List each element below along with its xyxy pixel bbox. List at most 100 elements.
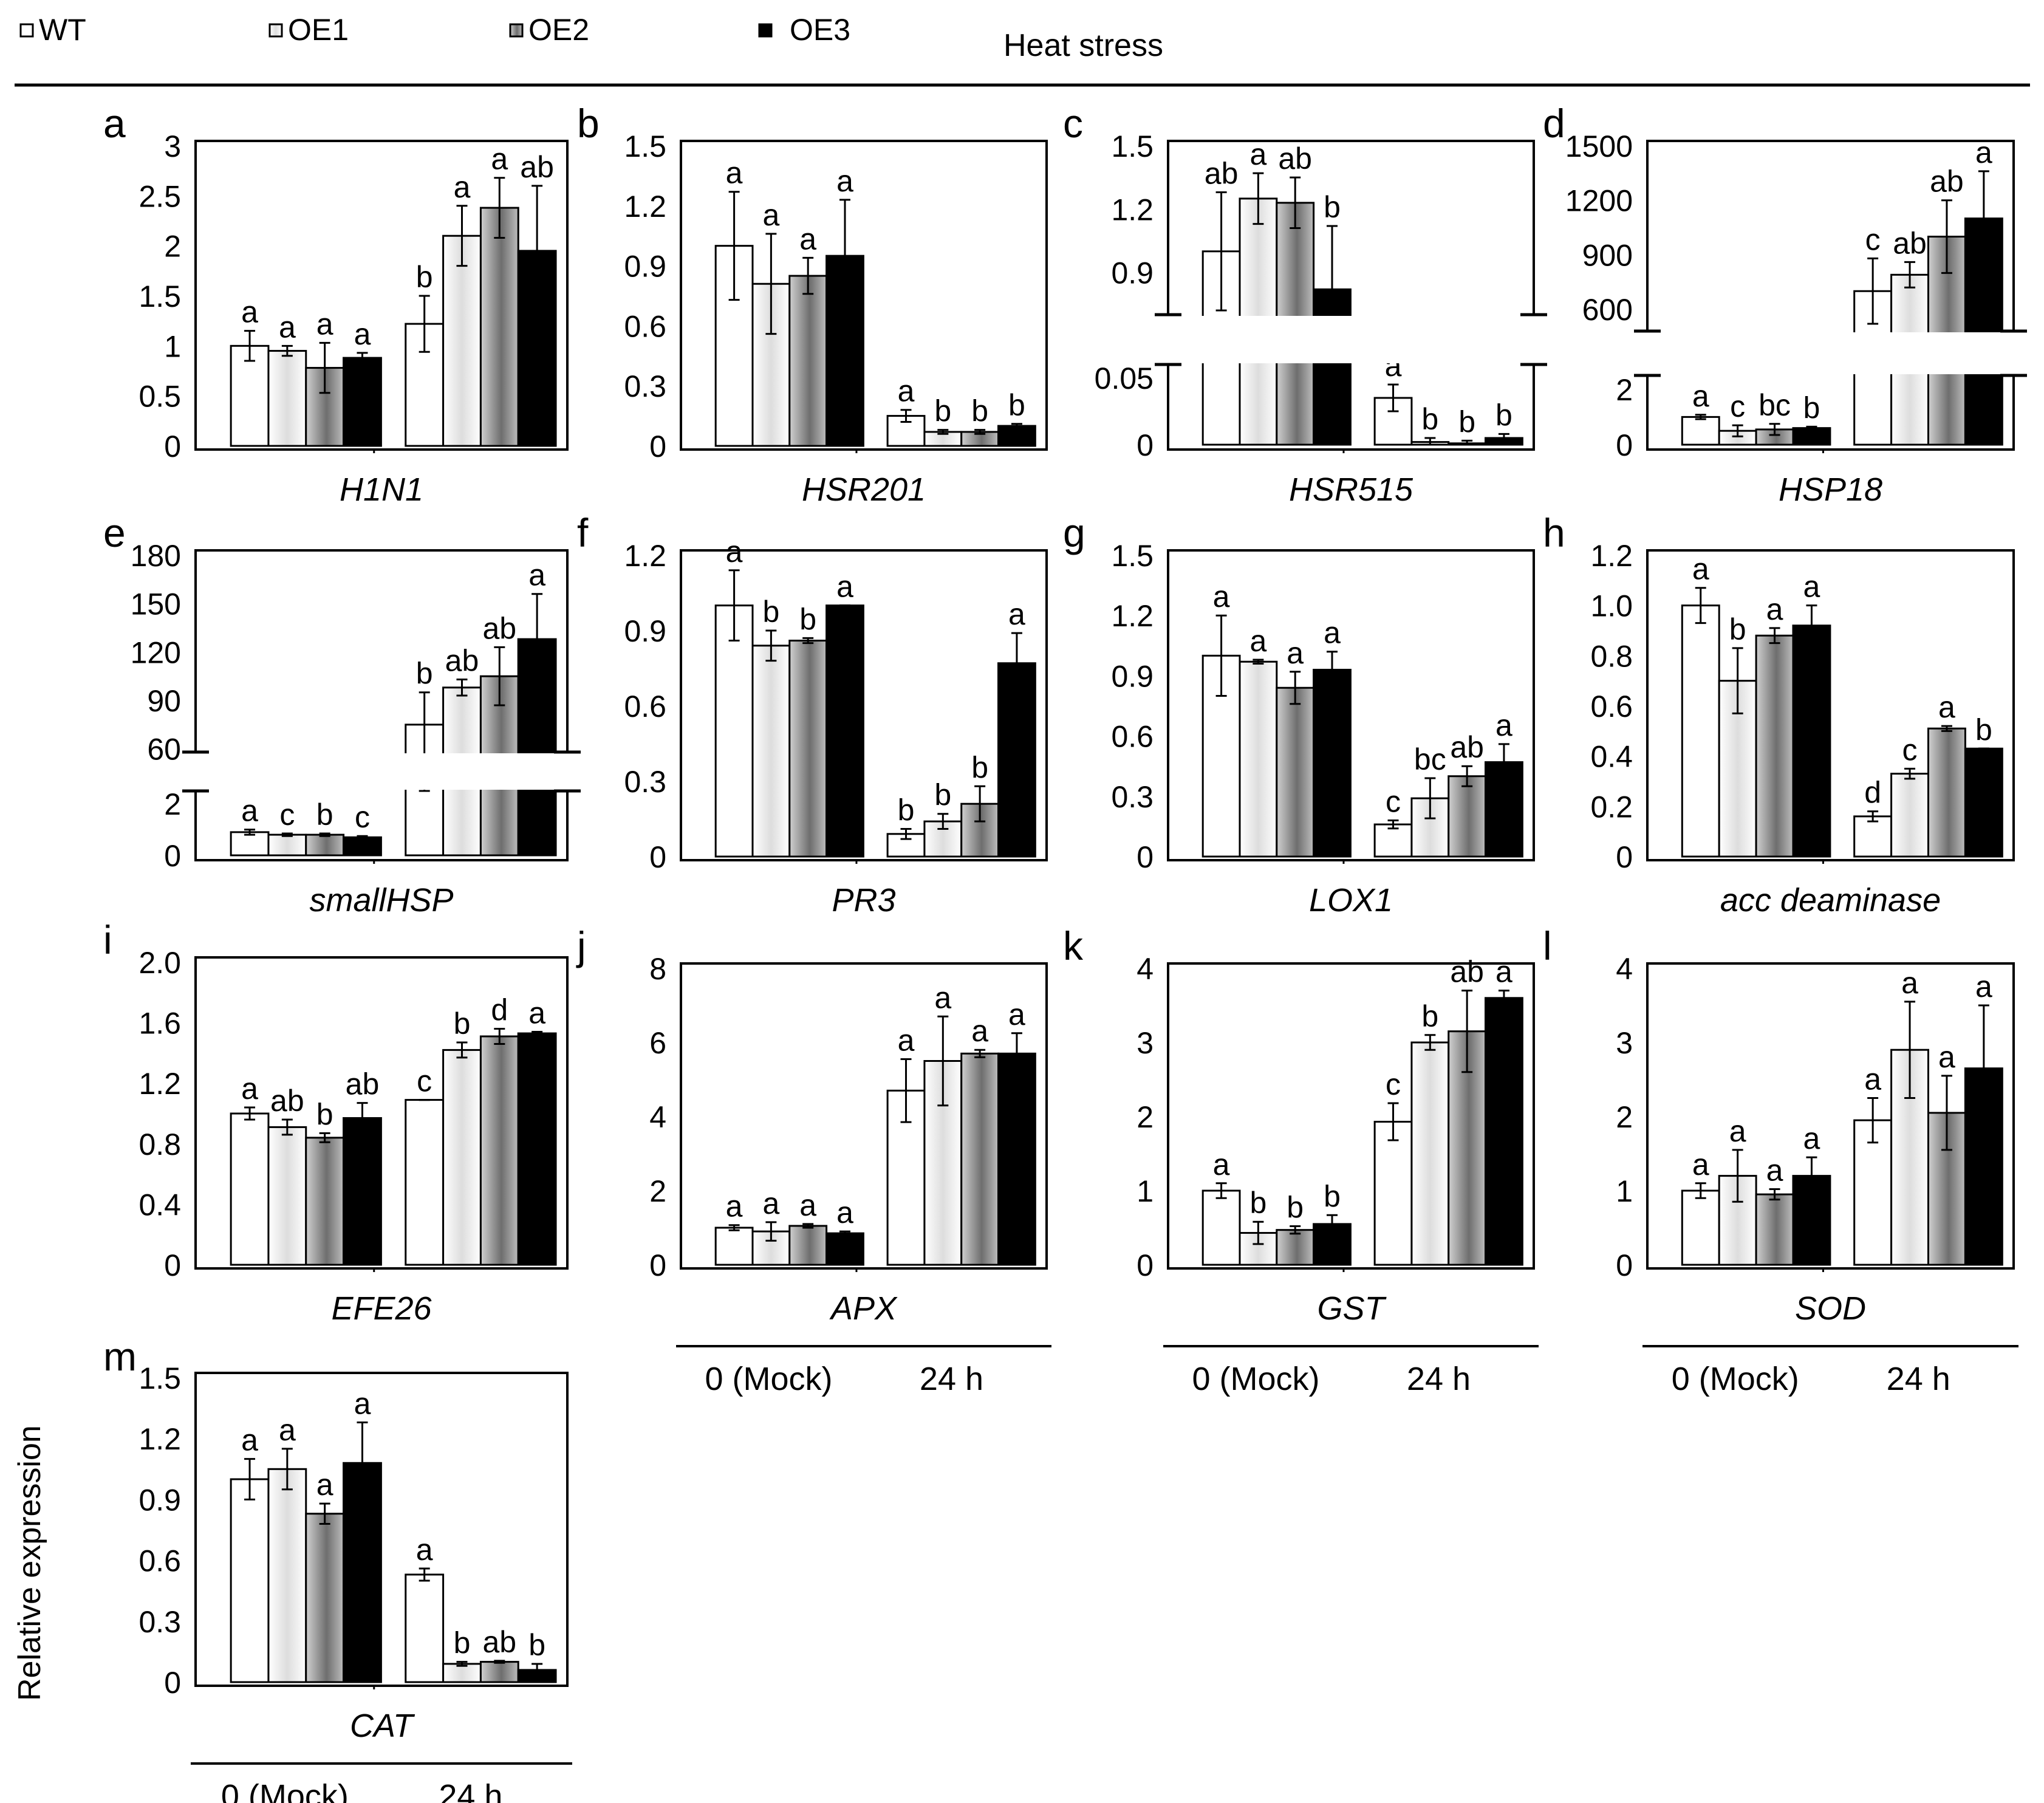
significance-letter: a — [1213, 580, 1230, 614]
error-bar — [456, 205, 468, 267]
error-bar — [494, 1028, 505, 1045]
error-bar — [1215, 191, 1227, 312]
legend: WT OE1 OE2 OE3 — [19, 13, 850, 47]
tick-label: 4 — [649, 1100, 666, 1134]
significance-letter: a — [316, 1468, 333, 1502]
error-bar — [1769, 1188, 1780, 1201]
significance-letter: d — [1864, 776, 1881, 810]
error-bar — [1326, 1214, 1338, 1234]
significance-letter: b — [934, 394, 951, 428]
significance-letter: b — [316, 1097, 333, 1131]
error-bar — [532, 1031, 543, 1036]
tick-label: 120 — [131, 635, 181, 669]
error-bar — [728, 191, 740, 301]
error-bar — [1732, 424, 1743, 437]
error-bar — [802, 637, 814, 645]
significance-letter: a — [528, 996, 545, 1030]
significance-letter: a — [1803, 1121, 1820, 1155]
significance-letter: a — [491, 142, 508, 176]
error-bar — [532, 593, 543, 685]
significance-letter: a — [1938, 690, 1955, 724]
tick-label: 0 — [1137, 840, 1154, 874]
frame — [1646, 962, 2015, 1270]
bar-oe3-mock — [343, 357, 382, 447]
bar-oe2-mock — [1276, 1229, 1315, 1266]
error-bar — [419, 295, 430, 353]
significance-letter: ab — [482, 1625, 516, 1659]
bar-oe3-mock — [343, 836, 382, 857]
error-bar — [1978, 170, 1989, 267]
bar-oe2-24h — [960, 1052, 1000, 1266]
panel-letter: c — [1063, 101, 1083, 146]
error-bar — [1498, 743, 1509, 781]
legend-item-oe3: OE3 — [758, 13, 850, 47]
error-bar — [1253, 1220, 1264, 1245]
tick-label: 2 — [164, 787, 181, 821]
significance-letter: a — [836, 1196, 853, 1230]
bar-oe2-mock — [788, 640, 828, 858]
significance-letter: c — [279, 798, 295, 832]
significance-letter: a — [1008, 997, 1025, 1032]
significance-letter: a — [762, 198, 779, 232]
significance-letter: a — [836, 570, 853, 604]
tick-label: 0.2 — [1590, 790, 1633, 824]
tick-label: 0 — [649, 1248, 666, 1282]
significance-letter: c — [1730, 389, 1745, 423]
significance-letter: b — [762, 595, 779, 629]
error-bar — [1904, 261, 1916, 289]
tick-label: 2 — [1137, 1100, 1154, 1134]
tick-label: 0 — [649, 840, 666, 874]
bar-oe2-24h — [1927, 727, 1966, 858]
error-bar — [1978, 1004, 1989, 1132]
error-bar — [937, 813, 949, 830]
time-label-mock: 0 (Mock) — [1192, 1361, 1319, 1397]
error-bar — [765, 233, 777, 335]
bar-oe3-24h — [517, 1032, 557, 1266]
bar-wt-mock — [1201, 1189, 1241, 1266]
bar-oe2-mock — [1276, 686, 1315, 858]
significance-letter: b — [1421, 402, 1438, 436]
significance-letter: a — [799, 1188, 816, 1222]
gene-name: SOD — [1795, 1290, 1866, 1327]
bars — [714, 1015, 1036, 1266]
tick-label: 0.9 — [1111, 659, 1154, 693]
significance-letter: b — [454, 1007, 471, 1041]
error-bar — [728, 569, 740, 642]
error-bar — [1806, 425, 1817, 431]
tick-label: 0.6 — [1111, 720, 1154, 754]
error-bar — [419, 1567, 430, 1582]
tick-label: 0 — [1616, 840, 1633, 874]
significance-letter: b — [971, 394, 988, 428]
tick-label: 1.5 — [138, 1361, 181, 1395]
legend-item-oe1: OE1 — [268, 13, 349, 47]
frame — [680, 140, 1048, 451]
bar-wt-24h — [1853, 815, 1893, 858]
panel-letter: g — [1063, 510, 1085, 555]
tick-label: 0.6 — [624, 689, 666, 724]
frame-upper — [1167, 140, 1535, 315]
significance-letter: ab — [1450, 955, 1484, 989]
significance-letter: b — [1975, 713, 1992, 747]
error-bar — [1695, 414, 1706, 420]
panel-letter: m — [103, 1334, 137, 1379]
significance-letter: c — [1902, 733, 1918, 767]
error-bar — [494, 646, 505, 706]
gene-name: PR3 — [832, 882, 895, 919]
legend-label-wt: WT — [39, 13, 86, 47]
time-label-mock: 0 (Mock) — [1672, 1361, 1799, 1397]
error-bar — [839, 1230, 850, 1236]
frame — [194, 1372, 569, 1687]
significance-letter: a — [1008, 597, 1025, 631]
bar-oe2-mock — [788, 1225, 828, 1266]
error-bar — [1498, 433, 1509, 443]
error-bar — [1424, 437, 1436, 446]
tick-label: 3 — [1616, 1026, 1633, 1060]
bar-wt-24h — [1373, 823, 1413, 858]
